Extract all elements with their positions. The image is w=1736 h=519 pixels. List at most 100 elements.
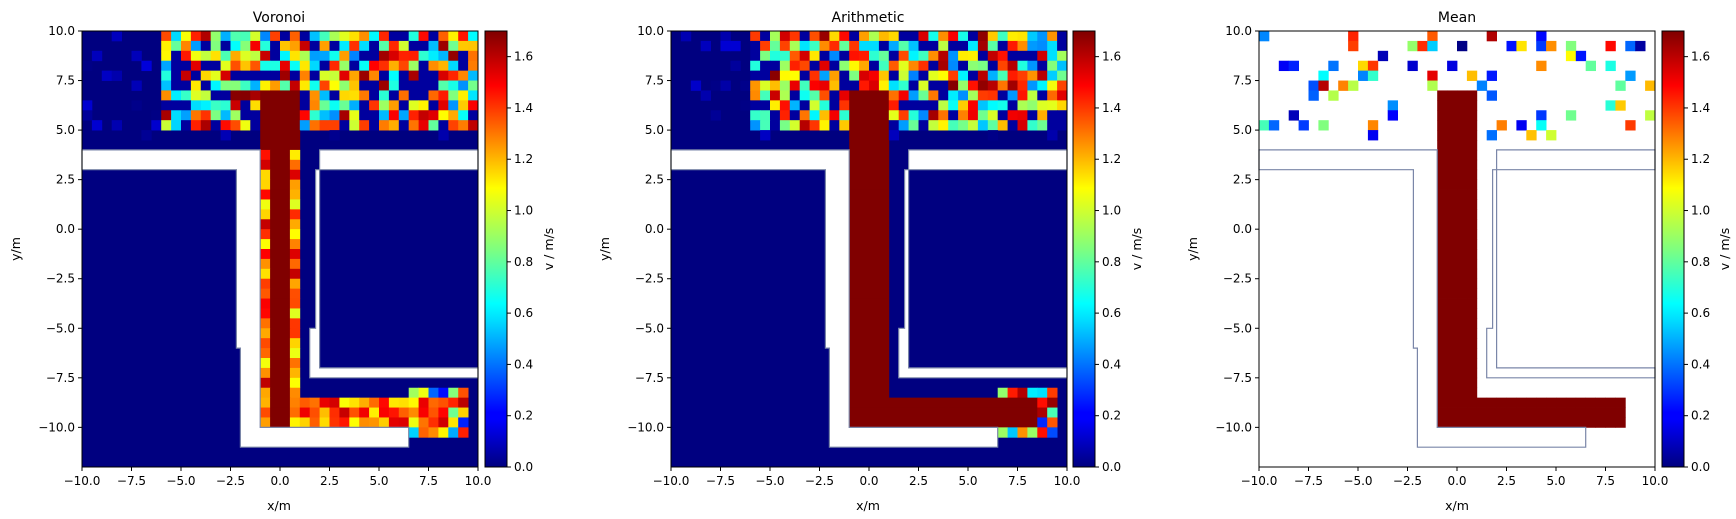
x-tick-label-5: 2.5 (909, 474, 928, 488)
heatmap-cell-118 (1437, 209, 1448, 220)
colorbar-tick-label-8: 1.6 (514, 50, 533, 64)
x-axis: −10.0 −7.5 −5.0 −2.5 0.0 2.5 5.0 7.5 10.0 (1241, 467, 1668, 488)
heatmap-cell-207 (789, 90, 801, 101)
heatmap-cell-368 (878, 199, 890, 210)
heatmap-cell-298 (458, 110, 469, 121)
heatmap-cell-311 (240, 120, 251, 131)
heatmap-cell-460 (329, 397, 340, 408)
heatmap-cell-40 (1338, 80, 1349, 91)
heatmap-cell-39 (770, 40, 781, 52)
heatmap-cell-223 (1536, 407, 1547, 418)
heatmap-cell-166 (1437, 328, 1448, 339)
heatmap-cell-240 (220, 100, 231, 111)
heatmap-cell-116 (309, 60, 320, 72)
heatmap-cell-55 (1447, 100, 1458, 111)
heatmap-cell-168 (720, 80, 731, 91)
heatmap-cell-128 (428, 60, 439, 72)
heatmap-cell-18 (1377, 50, 1389, 62)
colorbar-tick-label-8: 1.6 (1691, 50, 1710, 64)
heatmap-cell-117 (898, 60, 909, 72)
heatmap-cell-106 (1437, 179, 1448, 190)
heatmap-cell-355 (260, 169, 271, 181)
heatmap-cell-251 (329, 100, 340, 111)
heatmap-cell-389 (280, 249, 291, 260)
heatmap-cell-34 (1427, 70, 1438, 81)
heatmap-cell-304 (171, 120, 182, 131)
heatmap-cell-357 (849, 179, 860, 190)
colorbar-tick-label-0: 0.0 (1102, 460, 1121, 474)
heatmap-cell-290 (379, 110, 390, 121)
heatmap-cell-108 (1457, 179, 1468, 190)
heatmap-cell-472 (448, 397, 459, 408)
heatmap-cell-194 (987, 80, 999, 91)
heatmap-cell-451 (448, 387, 459, 399)
heatmap-cell-88 (938, 50, 949, 62)
heatmap-cell-148 (289, 70, 301, 81)
heatmap-cell-150 (309, 70, 320, 81)
heatmap-cell-201 (1506, 397, 1517, 408)
heatmap-cell-447 (1017, 387, 1028, 399)
heatmap-cell-254 (359, 100, 370, 111)
heatmap-cell-20 (1575, 50, 1587, 62)
heatmap-cell-262 (1007, 100, 1018, 111)
heatmap-cell-65 (91, 50, 103, 62)
heatmap-cell-73 (220, 50, 231, 62)
heatmap-cell-255 (369, 100, 380, 111)
heatmap-cell-387 (869, 249, 880, 260)
y-tick-label-3: 2.5 (1233, 173, 1252, 187)
heatmap-cell-143 (240, 70, 251, 81)
heatmap-cell-113 (1466, 189, 1478, 200)
colorbar-tick-label-1: 0.2 (1102, 409, 1121, 423)
right-outline (898, 149, 1068, 379)
y-tick-label-6: −5.0 (635, 321, 664, 335)
heatmap-cell-146 (869, 70, 880, 81)
heatmap-cell-9 (1457, 40, 1468, 52)
heatmap-cell-191 (958, 80, 969, 91)
heatmap-cell-37 (200, 40, 212, 52)
heatmap-cell-519 (1047, 427, 1058, 438)
heatmap-cell-358 (859, 179, 870, 190)
heatmap-cell-396 (270, 268, 281, 280)
heatmap-cell-231 (468, 90, 479, 101)
heatmap-cell-368 (270, 199, 281, 210)
y-tick-label-1: 7.5 (56, 74, 75, 88)
heatmap-cell-189 (369, 80, 380, 91)
heatmap-cell-338 (270, 130, 281, 141)
heatmap-cell-465 (379, 397, 390, 408)
x-tick-label-8: 10.0 (1054, 474, 1081, 488)
heatmap-cell-249 (309, 100, 320, 111)
heatmap-cell-46 (289, 40, 301, 52)
heatmap-cell-26 (1407, 60, 1418, 72)
heatmap-cell-205 (770, 90, 781, 101)
heatmap-cell-472 (849, 407, 860, 418)
heatmap-cell-128 (1007, 60, 1018, 72)
heatmap-cell-380 (878, 229, 890, 240)
heatmap-cell-271 (190, 110, 202, 121)
heatmap-cell-296 (438, 110, 449, 121)
heatmap-cell-312 (250, 120, 261, 131)
heatmap-cell-76 (1457, 120, 1468, 131)
heatmap-cell-164 (448, 70, 459, 81)
heatmap-cell-16 (1625, 40, 1636, 52)
heatmap-cell-216 (878, 90, 890, 101)
heatmap-cell-82 (878, 50, 890, 62)
heatmap-cell-227 (428, 90, 439, 101)
heatmap-cell-276 (240, 110, 251, 121)
x-axis: −10.0 −7.5 −5.0 −2.5 0.0 2.5 5.0 7.5 10.0 (64, 467, 491, 488)
heatmap-cell-54 (918, 40, 929, 52)
heatmap-cell-331 (438, 120, 449, 131)
heatmap-cell-499 (299, 417, 311, 428)
heatmap-cell-196 (438, 80, 449, 91)
heatmap-cell-417 (280, 318, 291, 329)
heatmap-cell-471 (438, 397, 449, 408)
heatmap-cell-462 (349, 397, 360, 408)
heatmap-cell-81 (869, 50, 880, 62)
heatmap-cell-13 (859, 31, 870, 42)
heatmap-cell-102 (1437, 169, 1448, 181)
y-axis-label: y/m (597, 237, 612, 261)
heatmap-cell-158 (987, 70, 999, 81)
heatmap-cell-104 (770, 60, 781, 72)
heatmap-cell-187 (918, 80, 929, 91)
heatmap-cell-446 (1007, 387, 1018, 399)
heatmap-cell-30 (448, 31, 459, 42)
